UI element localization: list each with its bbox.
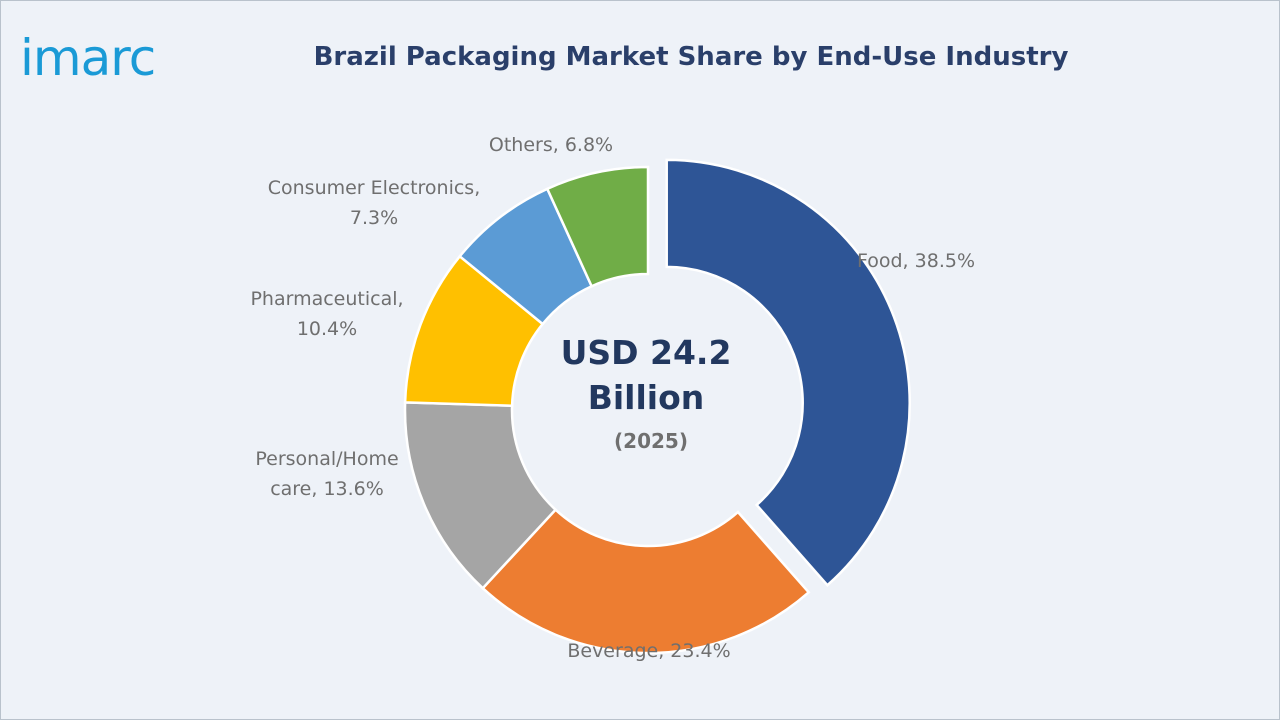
slice-labels: Food, 38.5% Beverage, 23.4% Personal/Home c… [250, 134, 975, 662]
donut-slices [403, 158, 911, 655]
label-consumer-electronics: Consumer Electronics, 7.3% [268, 177, 481, 229]
center-total-unit: Billion [588, 378, 705, 417]
label-pharmaceutical: Pharmaceutical, 10.4% [250, 288, 403, 340]
center-year: (2025) [614, 429, 688, 453]
label-personal-home-care: Personal/Home care, 13.6% [255, 448, 398, 500]
imarc-logo: imarc [20, 29, 156, 87]
slice-beverage [481, 507, 811, 655]
slice-food [665, 158, 911, 587]
chart-title: Brazil Packaging Market Share by End-Use… [313, 42, 1069, 72]
slice-others [545, 165, 650, 288]
label-food: Food, 38.5% [857, 250, 975, 272]
center-total-value: USD 24.2 [561, 333, 732, 372]
label-beverage: Beverage, 23.4% [567, 640, 730, 662]
label-others: Others, 6.8% [489, 134, 613, 156]
